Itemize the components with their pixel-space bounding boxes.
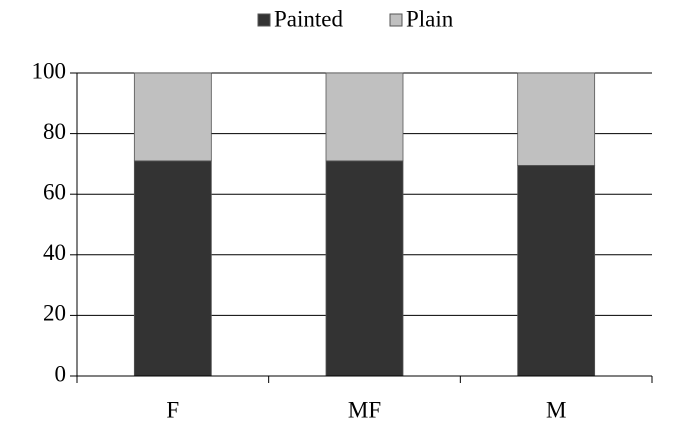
legend-label: Plain: [406, 6, 454, 31]
y-tick-label: 20: [43, 301, 66, 326]
bar-segment: [133, 72, 212, 162]
x-tick-label: MF: [348, 397, 381, 421]
y-tick-label: 100: [32, 58, 67, 83]
legend-label: Painted: [274, 6, 343, 31]
x-tick-label: F: [166, 397, 179, 421]
bar-segment: [517, 72, 596, 166]
y-tick-label: 40: [43, 240, 66, 265]
y-tick-label: 80: [43, 119, 66, 144]
legend-swatch: [257, 13, 271, 27]
bar-segment: [325, 160, 404, 377]
y-tick-label: 60: [43, 179, 66, 204]
bar-segment: [133, 160, 212, 377]
x-tick-label: M: [546, 397, 566, 421]
bar-segment: [325, 72, 404, 162]
bar-segment: [517, 165, 596, 377]
y-tick-label: 0: [55, 361, 67, 386]
legend-swatch: [389, 13, 403, 27]
